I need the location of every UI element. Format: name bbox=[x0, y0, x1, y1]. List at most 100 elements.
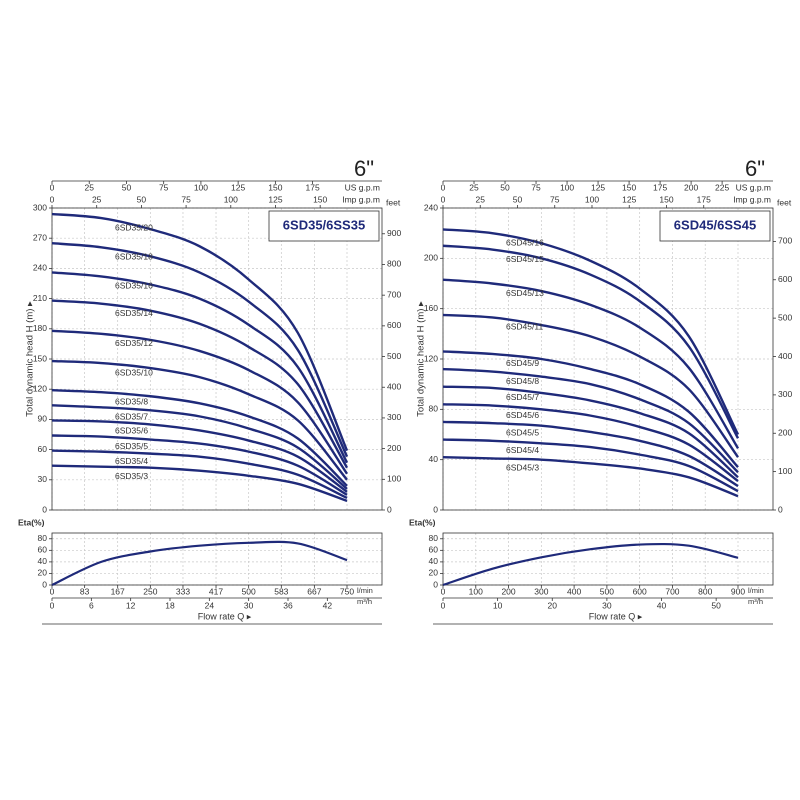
curve-label: 6SD35/16 bbox=[115, 281, 153, 291]
x-tick-label: 250 bbox=[143, 586, 157, 596]
heading: 6" bbox=[745, 156, 765, 181]
curve-label: 6SD35/20 bbox=[115, 222, 153, 232]
curve-label: 6SD45/8 bbox=[506, 376, 539, 386]
y2-tick-label: 700 bbox=[387, 289, 401, 299]
top-tick-label: 175 bbox=[697, 194, 711, 204]
x-axis-label: Flow rate Q ▸ bbox=[198, 611, 252, 621]
top-tick-label: 125 bbox=[268, 194, 282, 204]
x2-tick-label: 42 bbox=[323, 600, 333, 610]
curve-label: 6SD45/13 bbox=[506, 288, 544, 298]
eta-tick-label: 0 bbox=[433, 579, 438, 589]
eta-tick-label: 0 bbox=[42, 579, 47, 589]
head-curve bbox=[51, 404, 348, 490]
x2-unit: m³/h bbox=[748, 597, 763, 606]
x-tick-label: 667 bbox=[307, 586, 321, 596]
x-tick-label: 167 bbox=[111, 586, 125, 596]
y-tick-label: 240 bbox=[33, 263, 47, 273]
y2-tick-label: 0 bbox=[387, 504, 392, 514]
top-tick-label: 150 bbox=[313, 194, 327, 204]
x-tick-label: 83 bbox=[80, 586, 90, 596]
head-curve bbox=[51, 299, 349, 469]
head-curve bbox=[51, 419, 348, 493]
y2-tick-label: 500 bbox=[778, 312, 792, 322]
title-box bbox=[268, 210, 380, 242]
y-tick-label: 0 bbox=[42, 504, 47, 514]
y-tick-label: 40 bbox=[429, 454, 439, 464]
curve-label: 6SD35/14 bbox=[115, 308, 153, 318]
eta-tick-label: 80 bbox=[429, 533, 439, 543]
eta-tick-label: 20 bbox=[38, 568, 48, 578]
x-unit: l/min bbox=[748, 586, 764, 595]
head-curve bbox=[51, 242, 349, 458]
head-curve bbox=[442, 385, 739, 479]
head-curve bbox=[51, 212, 349, 452]
top-unit: Imp g.p.m bbox=[342, 194, 380, 204]
y2-tick-label: 600 bbox=[387, 320, 401, 330]
top-tick-label: 25 bbox=[84, 182, 94, 192]
y-tick-label: 240 bbox=[424, 202, 438, 212]
eta-tick-label: 20 bbox=[429, 568, 439, 578]
y2-tick-label: 900 bbox=[387, 228, 401, 238]
y-tick-label: 270 bbox=[33, 232, 47, 242]
x-tick-label: 800 bbox=[698, 586, 712, 596]
head-curve bbox=[442, 228, 740, 436]
y-tick-label: 150 bbox=[33, 353, 47, 363]
top-tick-label: 0 bbox=[50, 182, 55, 192]
head-curve bbox=[51, 329, 348, 475]
y2-tick-label: 500 bbox=[387, 351, 401, 361]
curve-label: 6SD45/15 bbox=[506, 254, 544, 264]
curve-label: 6SD35/4 bbox=[115, 456, 148, 466]
x-axis-label: Flow rate Q ▸ bbox=[589, 611, 643, 621]
top-tick-label: 100 bbox=[194, 182, 208, 192]
x2-tick-label: 18 bbox=[165, 600, 175, 610]
eta-frame bbox=[442, 532, 774, 586]
head-curve bbox=[51, 271, 349, 464]
chart-title: 6SD35/6SS35 bbox=[283, 217, 365, 232]
x2-unit: m³/h bbox=[357, 597, 372, 606]
x2-tick-label: 20 bbox=[548, 600, 558, 610]
x2-tick-label: 36 bbox=[283, 600, 293, 610]
curve-label: 6SD35/3 bbox=[115, 471, 148, 481]
x-tick-label: 583 bbox=[274, 586, 288, 596]
head-curve bbox=[51, 389, 348, 487]
chart-title: 6SD45/6SS45 bbox=[674, 217, 756, 232]
eta-tick-label: 60 bbox=[38, 545, 48, 555]
top-tick-label: 125 bbox=[231, 182, 245, 192]
x2-tick-label: 30 bbox=[602, 600, 612, 610]
head-curve bbox=[442, 367, 739, 474]
y2-tick-label: 300 bbox=[387, 412, 401, 422]
top-tick-label: 75 bbox=[531, 182, 541, 192]
curve-label: 6SD45/7 bbox=[506, 392, 539, 402]
top-tick-label: 100 bbox=[560, 182, 574, 192]
y-tick-label: 120 bbox=[424, 353, 438, 363]
eta-tick-label: 80 bbox=[38, 533, 48, 543]
curve-label: 6SD45/9 bbox=[506, 358, 539, 368]
eta-tick-label: 40 bbox=[38, 556, 48, 566]
top-tick-label: 50 bbox=[500, 182, 510, 192]
top-tick-label: 125 bbox=[622, 194, 636, 204]
x-tick-label: 600 bbox=[633, 586, 647, 596]
top-tick-label: 100 bbox=[585, 194, 599, 204]
x-tick-label: 500 bbox=[242, 586, 256, 596]
curve-label: 6SD35/5 bbox=[115, 441, 148, 451]
top-tick-label: 25 bbox=[92, 194, 102, 204]
y-tick-label: 60 bbox=[38, 444, 48, 454]
title-box bbox=[659, 210, 771, 242]
y2-unit: feet bbox=[386, 197, 401, 207]
x2-tick-label: 10 bbox=[493, 600, 503, 610]
top-tick-label: 25 bbox=[476, 194, 486, 204]
y-axis-label: Total dynamic head H (m) ▸ bbox=[416, 301, 427, 417]
y2-tick-label: 300 bbox=[778, 389, 792, 399]
top-tick-label: 50 bbox=[122, 182, 132, 192]
y2-tick-label: 200 bbox=[778, 428, 792, 438]
top-tick-label: 75 bbox=[159, 182, 169, 192]
head-curve bbox=[442, 455, 739, 498]
x-tick-label: 900 bbox=[731, 586, 745, 596]
x-tick-label: 500 bbox=[600, 586, 614, 596]
curve-label: 6SD45/11 bbox=[506, 322, 543, 332]
y-tick-label: 200 bbox=[424, 253, 438, 263]
eta-label: Eta(%) bbox=[409, 517, 436, 527]
top-tick-label: 150 bbox=[659, 194, 673, 204]
top-tick-label: 150 bbox=[622, 182, 636, 192]
x2-tick-label: 6 bbox=[89, 600, 94, 610]
